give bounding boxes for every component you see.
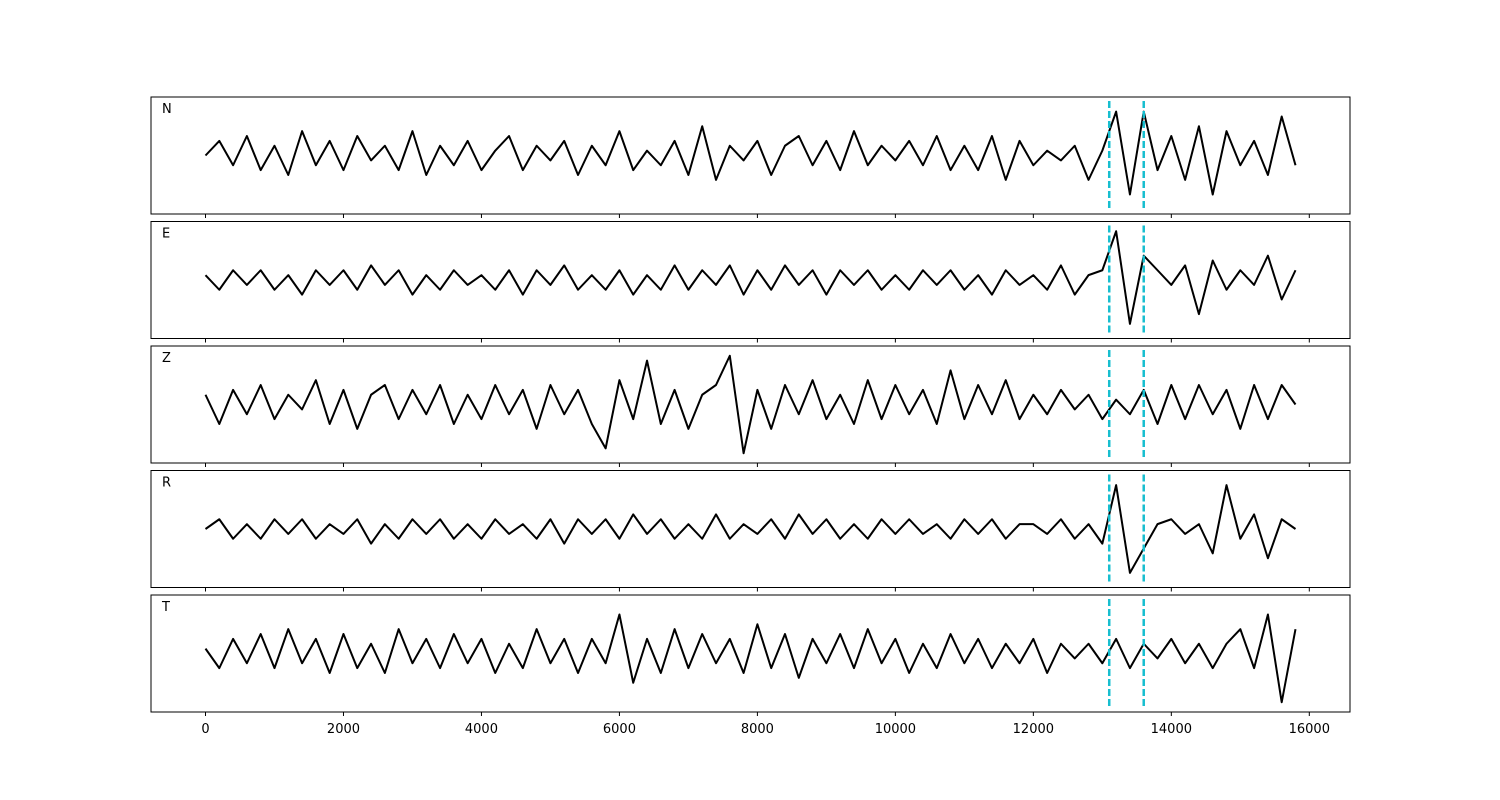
x-tick-label: 6000 bbox=[603, 722, 636, 737]
x-tick-label: 14000 bbox=[1151, 722, 1192, 737]
x-tick-label: 10000 bbox=[875, 722, 916, 737]
x-tick-label: 2000 bbox=[327, 722, 360, 737]
waveform bbox=[204, 613, 1297, 704]
panel-frame bbox=[150, 221, 1351, 339]
panel-label: R bbox=[162, 476, 171, 491]
panel-label: N bbox=[162, 102, 172, 117]
panel-label: Z bbox=[162, 351, 171, 366]
waveform bbox=[204, 110, 1297, 196]
waveform bbox=[204, 484, 1297, 574]
panel-frame bbox=[150, 96, 1351, 215]
x-tick-label: 8000 bbox=[741, 722, 774, 737]
panel-frame bbox=[150, 470, 1351, 588]
x-tick-label: 0 bbox=[201, 722, 209, 737]
panel-label: T bbox=[161, 600, 170, 615]
waveform bbox=[204, 230, 1297, 325]
panel-frame bbox=[150, 345, 1351, 464]
panel-frame bbox=[150, 594, 1351, 713]
panel-label: E bbox=[162, 227, 170, 242]
x-tick-label: 16000 bbox=[1289, 722, 1330, 737]
x-tick-label: 12000 bbox=[1013, 722, 1054, 737]
waveform bbox=[204, 354, 1297, 455]
x-tick-label: 4000 bbox=[465, 722, 498, 737]
